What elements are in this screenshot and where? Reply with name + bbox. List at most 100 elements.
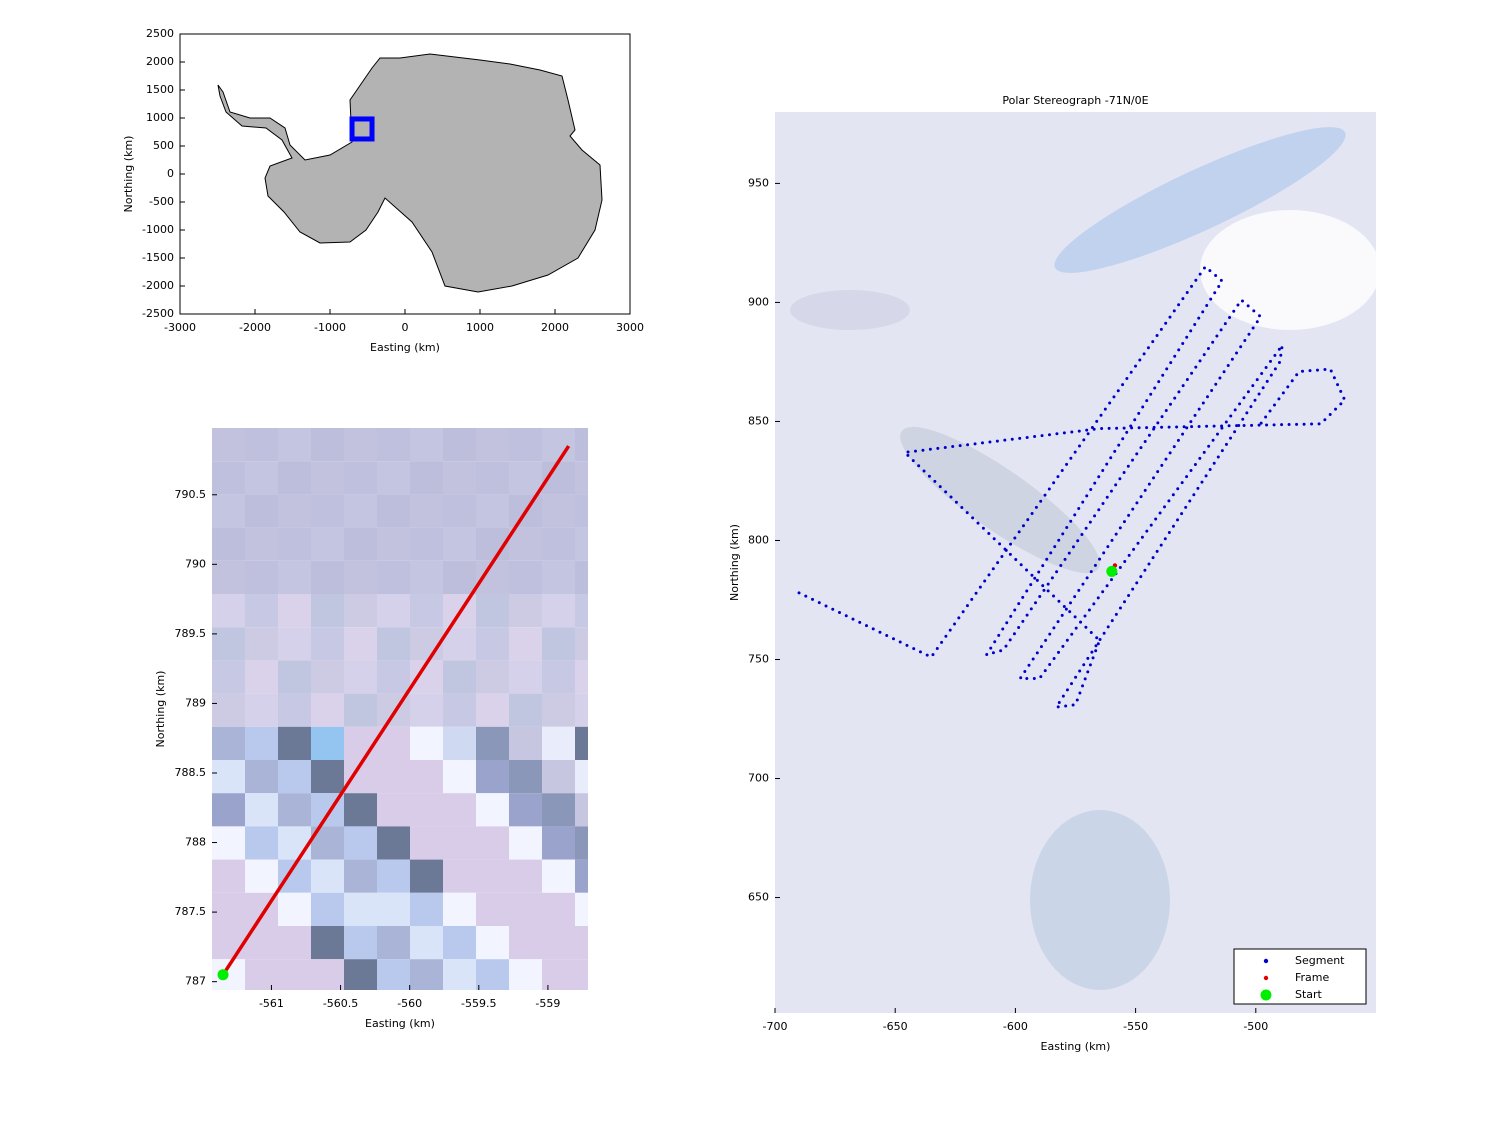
- pixel: [212, 627, 245, 661]
- pixel: [377, 826, 410, 860]
- legend-label: Segment: [1295, 954, 1345, 967]
- y-tick-label: 700: [748, 772, 769, 785]
- pixel: [311, 527, 344, 561]
- x-axis-title: Easting (km): [370, 341, 440, 354]
- pixel: [476, 892, 509, 926]
- y-tick-label: 500: [153, 139, 174, 152]
- pixel: [542, 560, 575, 594]
- y-axis-title: Northing (km): [154, 671, 167, 748]
- pixel: [311, 760, 344, 794]
- y-tick-label: 789: [185, 696, 206, 709]
- pixel: [410, 494, 443, 528]
- pixel: [476, 594, 509, 628]
- pixel: [575, 859, 588, 893]
- y-tick-label: 1500: [146, 83, 174, 96]
- pixel: [476, 926, 509, 960]
- pixel: [476, 693, 509, 727]
- pixel: [476, 494, 509, 528]
- pixel: [278, 693, 311, 727]
- pixel: [212, 461, 245, 495]
- y-tick-label: -1000: [142, 223, 174, 236]
- pixel: [344, 892, 377, 926]
- pixel: [575, 660, 588, 694]
- pixel: [575, 560, 588, 594]
- pixel: [344, 461, 377, 495]
- pixel: [377, 660, 410, 694]
- pixel: [245, 494, 278, 528]
- y-tick-label: 800: [748, 533, 769, 546]
- legend-label: Start: [1295, 988, 1323, 1001]
- pixel: [410, 527, 443, 561]
- pixel: [278, 627, 311, 661]
- y-tick-label: 850: [748, 414, 769, 427]
- x-tick-label: 2000: [541, 321, 569, 334]
- pixel: [509, 594, 542, 628]
- pixel: [542, 660, 575, 694]
- pixel: [245, 793, 278, 827]
- pixel: [212, 428, 245, 462]
- pixel: [344, 693, 377, 727]
- pixel: [377, 926, 410, 960]
- pixel: [278, 892, 311, 926]
- x-axis-title: Easting (km): [1041, 1040, 1111, 1053]
- pixel: [443, 527, 476, 561]
- pixel: [245, 693, 278, 727]
- pixel: [509, 859, 542, 893]
- pixel: [542, 892, 575, 926]
- pixel: [212, 726, 245, 760]
- pixel: [443, 892, 476, 926]
- pixel: [212, 660, 245, 694]
- y-tick-label: 1000: [146, 111, 174, 124]
- pixel: [575, 461, 588, 495]
- pixel: [278, 793, 311, 827]
- x-tick-label: -559.5: [461, 997, 496, 1010]
- pixel: [509, 892, 542, 926]
- pixel: [278, 660, 311, 694]
- pixel: [410, 892, 443, 926]
- y-tick-label: 787.5: [175, 905, 207, 918]
- pixel: [278, 461, 311, 495]
- pixel: [476, 627, 509, 661]
- y-tick-label: 2000: [146, 55, 174, 68]
- pixel: [509, 826, 542, 860]
- pixel: [443, 826, 476, 860]
- y-tick-label: -2500: [142, 307, 174, 320]
- y-tick-label: 788: [185, 836, 206, 849]
- pixel: [278, 428, 311, 462]
- pixel: [377, 428, 410, 462]
- antarctica-outline: [217, 53, 603, 293]
- frame-line: [221, 445, 571, 976]
- pixel: [476, 793, 509, 827]
- pixel: [311, 627, 344, 661]
- pixel: [377, 959, 410, 990]
- y-tick-label: 789.5: [175, 627, 207, 640]
- pixel: [476, 826, 509, 860]
- x-tick-label: -700: [763, 1020, 788, 1033]
- x-tick-label: -560.5: [323, 997, 358, 1010]
- pixel: [575, 760, 588, 794]
- x-tick-label: 0: [402, 321, 409, 334]
- y-tick-label: 750: [748, 653, 769, 666]
- pixel: [377, 760, 410, 794]
- pixel: [575, 959, 588, 990]
- legend-box: [1233, 948, 1367, 1005]
- pixel: [575, 726, 588, 760]
- y-tick-label: 787: [185, 975, 206, 988]
- pixel: [311, 926, 344, 960]
- pixel: [410, 859, 443, 893]
- pixel: [245, 461, 278, 495]
- pixel: [212, 926, 245, 960]
- pixel: [278, 826, 311, 860]
- pixel: [575, 793, 588, 827]
- pixel: [542, 959, 575, 990]
- legend-label: Frame: [1295, 971, 1330, 984]
- pixel: [443, 660, 476, 694]
- pixel: [311, 859, 344, 893]
- pixel: [344, 660, 377, 694]
- pixel: [377, 892, 410, 926]
- pixel: [509, 627, 542, 661]
- pixel: [542, 859, 575, 893]
- y-tick-label: -500: [149, 195, 174, 208]
- pixel: [344, 826, 377, 860]
